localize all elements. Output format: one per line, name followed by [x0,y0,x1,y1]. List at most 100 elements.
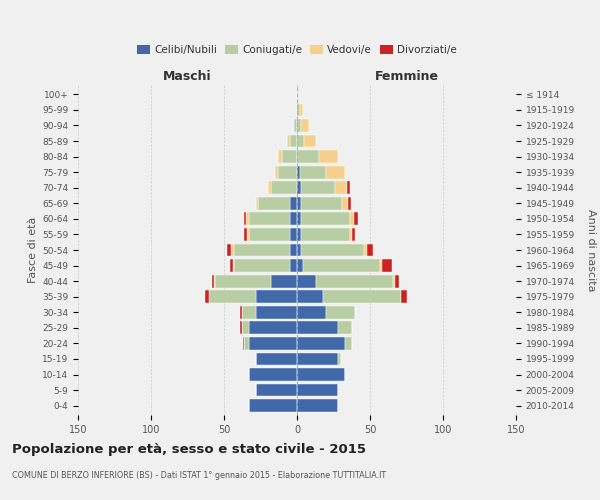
Bar [301,182,335,194]
Bar [326,166,345,178]
Bar [297,166,300,178]
Bar [297,197,301,209]
Bar [290,212,297,225]
Bar [297,150,319,163]
Bar [205,290,209,303]
Bar [354,212,358,225]
Bar [246,212,249,225]
Bar [290,134,297,147]
Bar [233,259,234,272]
Bar [301,119,308,132]
Bar [256,384,297,396]
Bar [234,244,290,256]
Bar [301,212,350,225]
Bar [303,259,380,272]
Bar [232,244,234,256]
Bar [364,244,367,256]
Bar [247,228,249,241]
Bar [297,134,304,147]
Bar [287,134,290,147]
Text: COMUNE DI BERZO INFERIORE (BS) - Dati ISTAT 1° gennaio 2015 - Elaborazione TUTTI: COMUNE DI BERZO INFERIORE (BS) - Dati IS… [12,471,386,480]
Bar [242,306,256,318]
Bar [290,259,297,272]
Bar [367,244,373,256]
Bar [297,290,323,303]
Bar [268,182,271,194]
Bar [300,104,303,117]
Bar [297,259,303,272]
Bar [293,119,294,132]
Bar [249,322,297,334]
Bar [290,228,297,241]
Bar [297,104,300,117]
Bar [335,182,347,194]
Bar [338,322,352,334]
Bar [256,306,297,318]
Bar [401,290,407,303]
Bar [244,337,249,350]
Bar [316,274,394,287]
Bar [290,197,297,209]
Bar [249,337,297,350]
Bar [290,244,297,256]
Bar [297,306,326,318]
Bar [249,228,290,241]
Bar [319,150,338,163]
Bar [338,352,341,366]
Y-axis label: Anni di nascita: Anni di nascita [586,209,596,291]
Bar [300,166,326,178]
Bar [256,197,257,209]
Bar [271,182,297,194]
Bar [297,322,338,334]
Bar [278,150,283,163]
Bar [297,212,301,225]
Bar [209,290,256,303]
Bar [297,400,338,412]
Bar [283,150,297,163]
Bar [214,274,215,287]
Bar [242,322,249,334]
Bar [212,274,214,287]
Bar [348,197,351,209]
Bar [297,384,338,396]
Bar [244,212,246,225]
Bar [301,228,350,241]
Bar [297,337,345,350]
Bar [342,197,348,209]
Bar [249,368,297,381]
Bar [271,274,297,287]
Bar [256,290,297,303]
Bar [394,274,395,287]
Text: Maschi: Maschi [163,70,212,82]
Bar [297,119,301,132]
Bar [240,306,242,318]
Legend: Celibi/Nubili, Coniugati/e, Vedovi/e, Divorziati/e: Celibi/Nubili, Coniugati/e, Vedovi/e, Di… [133,40,461,60]
Bar [380,259,382,272]
Bar [297,228,301,241]
Bar [350,212,354,225]
Text: Popolazione per età, sesso e stato civile - 2015: Popolazione per età, sesso e stato civil… [12,442,366,456]
Bar [227,244,232,256]
Bar [301,197,342,209]
Bar [243,337,244,350]
Bar [256,352,297,366]
Bar [347,182,350,194]
Bar [244,228,247,241]
Y-axis label: Fasce di età: Fasce di età [28,217,38,283]
Bar [215,274,271,287]
Bar [294,119,297,132]
Bar [249,212,290,225]
Bar [297,352,338,366]
Bar [323,290,401,303]
Bar [230,259,233,272]
Text: Femmine: Femmine [374,70,439,82]
Bar [326,306,355,318]
Bar [278,166,297,178]
Bar [249,400,297,412]
Bar [301,244,364,256]
Bar [297,244,301,256]
Bar [240,322,242,334]
Bar [297,182,301,194]
Bar [352,228,355,241]
Bar [234,259,290,272]
